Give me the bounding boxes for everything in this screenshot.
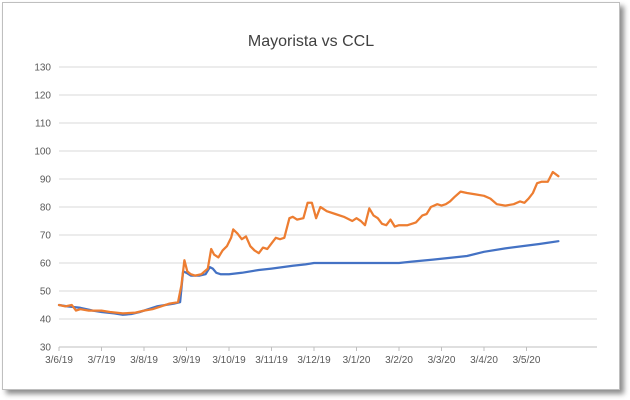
x-tick-label: 3/6/19 bbox=[45, 355, 73, 366]
y-tick-label: 110 bbox=[35, 119, 51, 130]
x-axis-ticks: 3/6/19 3/7/19 3/8/19 3/9/19 3/10/19 3/11/19 3/… bbox=[45, 347, 541, 366]
x-tick-label: 3/12/19 bbox=[297, 355, 331, 366]
x-tick-label: 3/10/19 bbox=[212, 355, 246, 366]
x-tick-label: 3/4/20 bbox=[470, 355, 498, 366]
y-tick-label: 40 bbox=[40, 315, 52, 326]
x-tick-label: 3/5/20 bbox=[513, 355, 541, 366]
y-axis-ticks: 30 40 50 60 70 80 90 100 110 120 130 bbox=[34, 63, 51, 354]
gridlines bbox=[59, 66, 597, 320]
x-tick-label: 3/9/19 bbox=[173, 355, 201, 366]
y-tick-label: 70 bbox=[40, 231, 52, 242]
x-tick-label: 3/3/20 bbox=[428, 355, 456, 366]
y-tick-label: 50 bbox=[40, 287, 52, 298]
y-tick-label: 120 bbox=[34, 91, 51, 102]
series-line-0 bbox=[57, 240, 560, 316]
y-tick-label: 80 bbox=[40, 203, 52, 214]
x-tick-label: 3/1/20 bbox=[343, 355, 371, 366]
y-tick-label: 90 bbox=[40, 175, 52, 186]
chart-frame: Mayorista vs CCL 30 40 50 60 70 80 90 100 110 120… bbox=[2, 2, 620, 390]
x-tick-label: 3/7/19 bbox=[88, 355, 116, 366]
x-tick-label: 3/8/19 bbox=[130, 355, 158, 366]
series-lines bbox=[57, 170, 560, 316]
series-line-1 bbox=[57, 170, 560, 315]
x-tick-label: 3/11/19 bbox=[255, 355, 288, 366]
x-tick-label: 3/2/20 bbox=[385, 355, 413, 366]
y-tick-label: 100 bbox=[34, 147, 51, 158]
chart-title: Mayorista vs CCL bbox=[247, 33, 375, 50]
y-tick-label: 130 bbox=[34, 63, 51, 74]
y-tick-label: 60 bbox=[40, 259, 52, 270]
y-tick-label: 30 bbox=[40, 343, 52, 354]
